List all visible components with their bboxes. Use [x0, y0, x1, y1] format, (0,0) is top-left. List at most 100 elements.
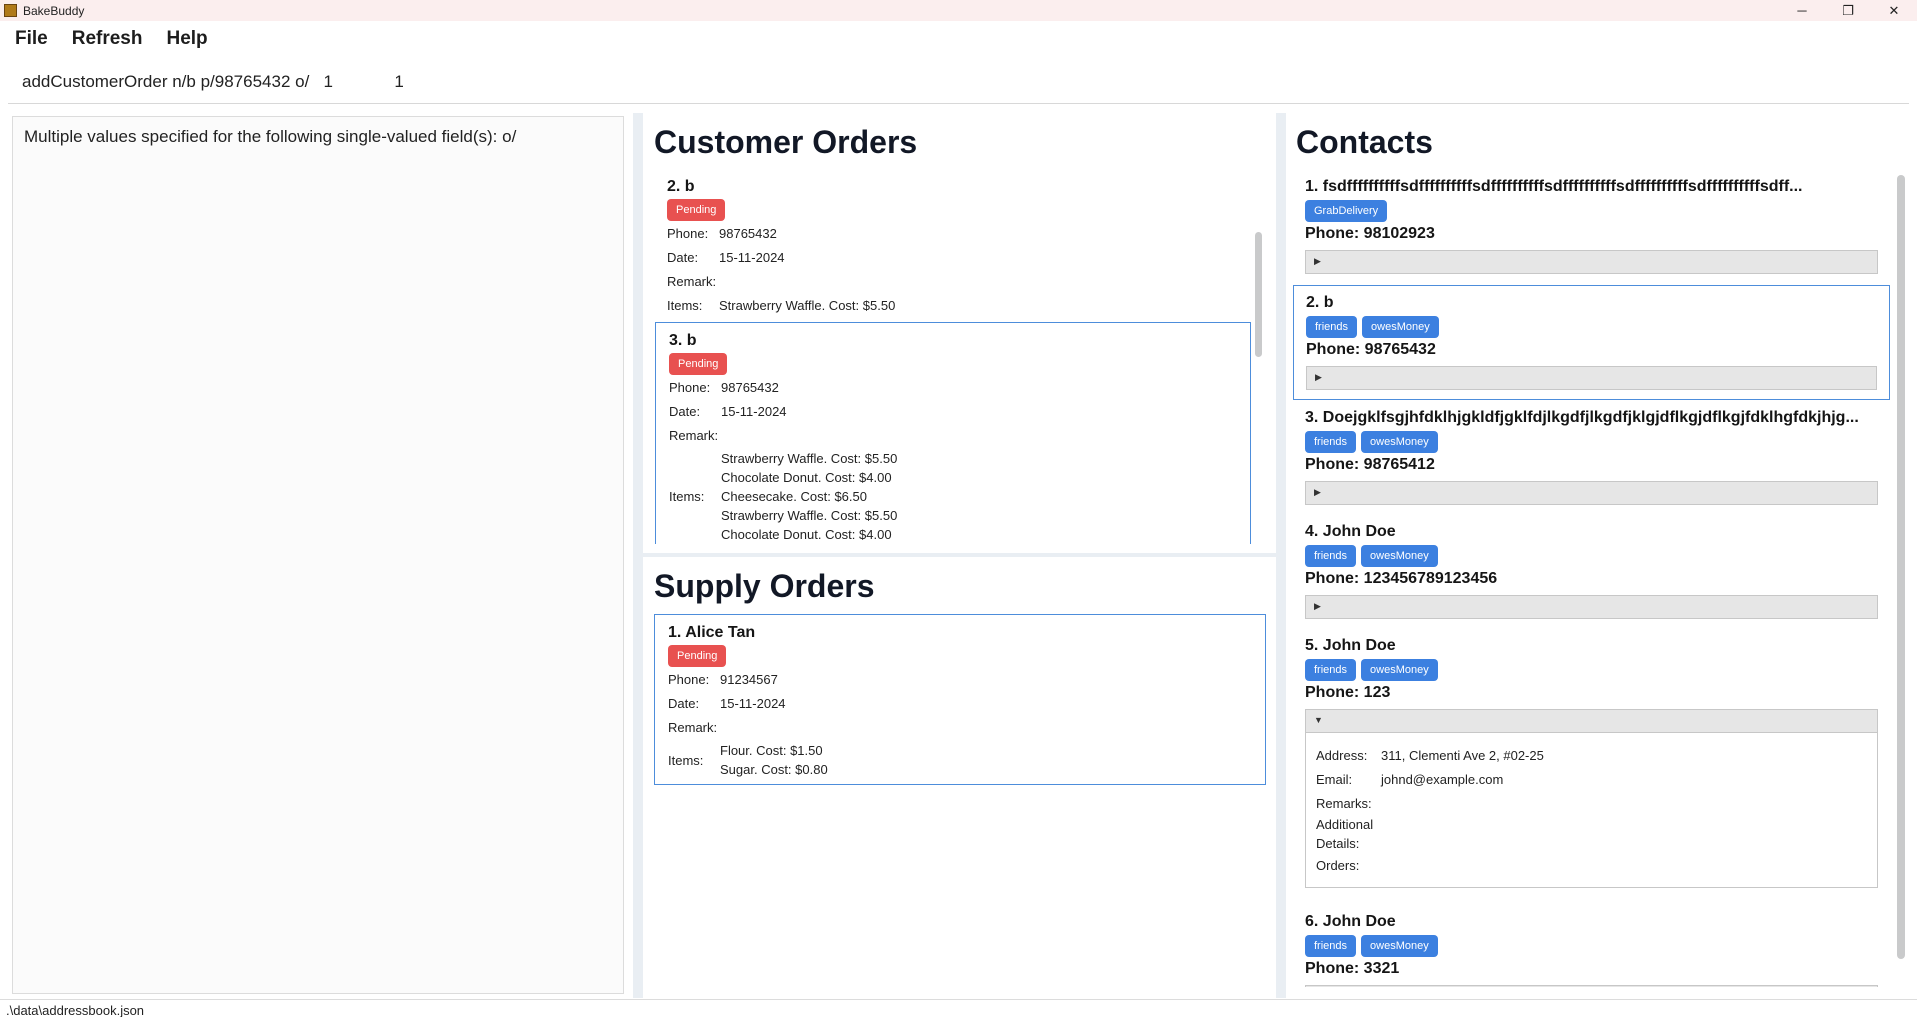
contact-name: 1. fsdffffffffffsdffffffffffsdffffffffff… — [1305, 178, 1803, 195]
contact-name: 3. Doejgklfsgjhfdklhjgkldfjgklfdjlkgdfjl… — [1305, 409, 1859, 426]
contact-card[interactable]: 1. fsdffffffffffsdffffffffffsdffffffffff… — [1293, 176, 1890, 284]
triangle-right-icon: ▶ — [1315, 372, 1322, 382]
contact-details: Address: 311, Clementi Ave 2, #02-25 Ema… — [1305, 733, 1878, 888]
remark-field: Remark: — [669, 423, 1237, 447]
date-label: Date: — [668, 695, 700, 711]
date-label: Date: — [667, 249, 699, 265]
phone-value: 91234567 — [720, 671, 778, 687]
order-title: 3. b — [669, 332, 697, 349]
menu-help[interactable]: Help — [166, 28, 208, 49]
triangle-right-icon: ▶ — [1314, 487, 1321, 497]
additional-details-field: Additional Details: — [1316, 815, 1867, 853]
remark-field: Remark: — [667, 269, 1237, 293]
phone-label: Phone: — [668, 671, 710, 687]
order-item: Sugar. Cost: $0.80 — [720, 762, 828, 777]
triangle-right-icon: ▶ — [1314, 601, 1321, 611]
contact-name: 4. John Doe — [1305, 523, 1396, 540]
phone-field: Phone: 98765432 — [667, 221, 1237, 245]
contact-card[interactable]: 3. Doejgklfsgjhfdklhjgkldfjgklfdjlkgdfjl… — [1293, 407, 1890, 515]
menu-file[interactable]: File — [15, 28, 48, 49]
date-value: 15-11-2024 — [720, 695, 786, 711]
customer-order-card[interactable]: 2. b Pending Phone: 98765432 Date: 15-11… — [654, 172, 1250, 320]
remark-label: Remark: — [667, 273, 717, 289]
date-value: 15-11-2024 — [719, 249, 785, 265]
close-button[interactable]: ✕ — [1888, 2, 1900, 18]
pane-divider[interactable] — [1276, 113, 1286, 998]
status-badge: Pending — [669, 353, 728, 375]
result-display: Multiple values specified for the follow… — [12, 116, 624, 994]
details-expander[interactable]: ▶ — [1306, 366, 1877, 390]
details-expander[interactable]: ▶ — [1305, 595, 1878, 619]
tag-badge: friends — [1305, 545, 1357, 567]
items-field: Items: Strawberry Waffle. Cost: $5.50 — [667, 293, 1237, 317]
menu-refresh[interactable]: Refresh — [71, 28, 143, 49]
maximize-button[interactable]: ❐ — [1842, 2, 1854, 18]
details-expander[interactable]: ▶ — [1305, 985, 1878, 987]
status-badge: Pending — [667, 199, 726, 221]
command-box[interactable]: addCustomerOrder n/b p/98765432 o/ 1 1 — [8, 60, 1909, 104]
details-expander-open[interactable]: ▼ — [1305, 709, 1878, 733]
contacts-heading: Contacts — [1296, 124, 1433, 160]
tag-badge: friends — [1306, 316, 1358, 338]
tag-badge: friends — [1305, 935, 1357, 957]
customer-orders-heading: Customer Orders — [654, 124, 918, 160]
contact-card[interactable]: 6. John Doe friends owesMoney Phone: 3321… — [1293, 911, 1890, 987]
customer-order-card-selected[interactable]: 3. b Pending Phone: 98765432 Date: 15-11… — [655, 322, 1251, 544]
order-item: Chocolate Donut. Cost: $4.00 — [721, 470, 892, 485]
order-title: 2. b — [667, 178, 695, 195]
customer-orders-scrollbar[interactable] — [1255, 232, 1262, 357]
additional-details-label: Additional Details: — [1316, 817, 1374, 851]
items-field: Items: Strawberry Waffle. Cost: $5.50 Ch… — [669, 449, 1237, 544]
tag-badge: friends — [1305, 659, 1357, 681]
remarks-field: Remarks: — [1316, 791, 1867, 815]
remark-label: Remark: — [668, 719, 718, 735]
phone-value: 98765432 — [719, 225, 777, 241]
orders-field: Orders: — [1316, 853, 1867, 877]
contact-card[interactable]: 4. John Doe friends owesMoney Phone: 1234… — [1293, 521, 1890, 629]
email-field: Email: johnd@example.com — [1316, 767, 1867, 791]
window-controls: ─ ❐ ✕ — [1779, 0, 1917, 21]
title-bar: BakeBuddy ─ ❐ ✕ — [0, 0, 1917, 21]
order-item: Strawberry Waffle. Cost: $5.50 — [719, 297, 896, 313]
contact-name: 2. b — [1306, 294, 1334, 311]
date-field: Date: 15-11-2024 — [668, 691, 1252, 715]
tag-badge: owesMoney — [1361, 659, 1438, 681]
remark-label: Remark: — [669, 427, 719, 443]
contact-phone: Phone: 98765432 — [1306, 341, 1436, 358]
pane-divider[interactable] — [633, 113, 643, 998]
minimize-button[interactable]: ─ — [1797, 3, 1807, 18]
tag-badge: owesMoney — [1361, 545, 1438, 567]
triangle-right-icon: ▶ — [1314, 256, 1321, 266]
customer-orders-list[interactable]: 2. b Pending Phone: 98765432 Date: 15-11… — [654, 172, 1264, 544]
tag-badge: owesMoney — [1362, 316, 1439, 338]
phone-field: Phone: 91234567 — [668, 667, 1252, 691]
remark-field: Remark: — [668, 715, 1252, 739]
phone-label: Phone: — [669, 379, 711, 395]
menu-bar: File Refresh Help — [0, 21, 1917, 57]
contact-card-selected[interactable]: 2. b friends owesMoney Phone: 98765432 ▶ — [1293, 285, 1890, 400]
contact-phone: Phone: 98765412 — [1305, 456, 1435, 473]
phone-field: Phone: 98765432 — [669, 375, 1237, 399]
items-field: Items: Flour. Cost: $1.50 Sugar. Cost: $… — [668, 741, 1252, 779]
details-expander[interactable]: ▶ — [1305, 481, 1878, 505]
status-badge: Pending — [668, 645, 727, 667]
contact-name: 5. John Doe — [1305, 637, 1396, 654]
remarks-label: Remarks: — [1316, 795, 1372, 811]
app-logo-icon — [4, 4, 17, 17]
order-item: Flour. Cost: $1.50 — [720, 743, 823, 758]
items-label: Items: — [667, 297, 703, 313]
supply-order-card[interactable]: 1. Alice Tan Pending Phone: 91234567 Dat… — [654, 614, 1266, 785]
contacts-list[interactable]: 1. fsdffffffffffsdffffffffffsdffffffffff… — [1293, 171, 1890, 987]
command-input[interactable]: addCustomerOrder n/b p/98765432 o/ 1 1 — [22, 71, 404, 91]
contact-name: 6. John Doe — [1305, 913, 1396, 930]
order-item: Cheesecake. Cost: $6.50 — [721, 489, 867, 504]
date-value: 15-11-2024 — [721, 403, 787, 419]
date-label: Date: — [669, 403, 701, 419]
contacts-scrollbar[interactable] — [1897, 175, 1905, 959]
address-field: Address: 311, Clementi Ave 2, #02-25 — [1316, 743, 1867, 767]
date-field: Date: 15-11-2024 — [669, 399, 1237, 423]
save-location: .\data\addressbook.json — [6, 1003, 145, 1017]
contact-card[interactable]: 5. John Doe friends owesMoney Phone: 123 … — [1293, 635, 1890, 905]
details-expander[interactable]: ▶ — [1305, 250, 1878, 274]
pane-divider[interactable] — [643, 553, 1276, 557]
